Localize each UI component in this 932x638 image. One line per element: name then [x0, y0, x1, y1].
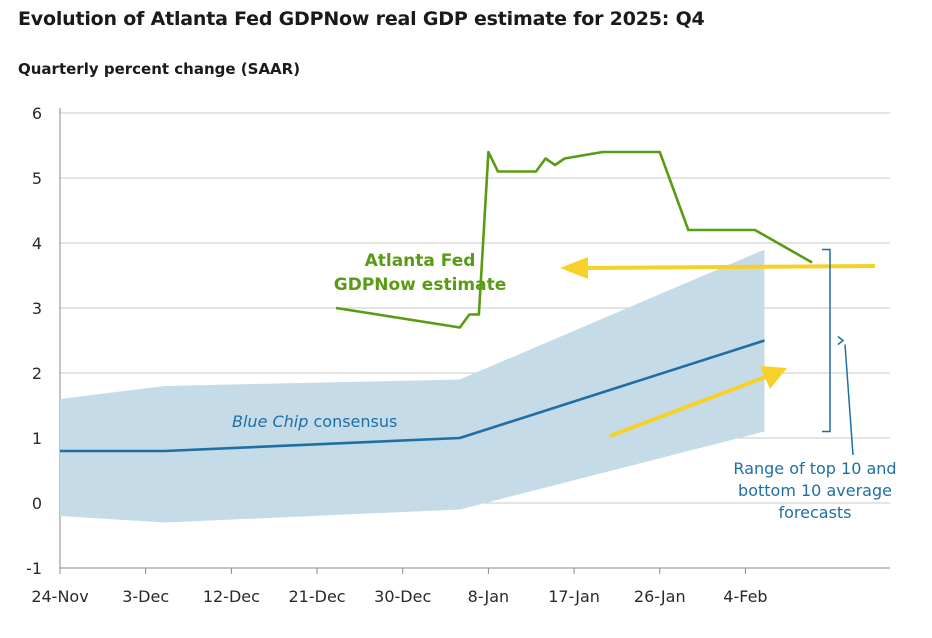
- arrow-upright-shaft: [609, 374, 769, 438]
- range-label-line2: bottom 10 average: [738, 481, 892, 500]
- annotations: Atlanta Fed GDPNow estimate Blue Chip co…: [232, 251, 897, 522]
- consensus-label-italic: Blue Chip: [232, 412, 308, 431]
- consensus-line: [60, 339, 765, 453]
- arrows-and-brackets: [560, 248, 876, 456]
- x-tick-label: 12-Dec: [203, 587, 260, 606]
- axis-ticks: -1 0 1 2 3 4 5 6 24-Nov 3-Dec 12-Dec 21-Dec 30-Dec 8-…: [26, 104, 768, 606]
- x-tick-label: 30-Dec: [374, 587, 431, 606]
- y-axis-label: Quarterly percent change (SAAR): [18, 60, 301, 78]
- series-lines: [60, 150, 813, 453]
- range-label-line3: forecasts: [778, 503, 851, 522]
- y-tick-label: 3: [32, 299, 42, 318]
- gdpnow-label-line1: Atlanta Fed: [365, 251, 476, 271]
- arrow-left-head: [560, 257, 588, 279]
- x-tick-label: 26-Jan: [634, 587, 686, 606]
- y-tick-label: 2: [32, 364, 42, 383]
- y-tick-label: 4: [32, 234, 42, 253]
- gdpnow-label-line2: GDPNow estimate: [334, 275, 507, 295]
- arrow-left-shaft: [584, 264, 876, 270]
- consensus-label: Blue Chip consensus: [232, 412, 397, 431]
- arrow-upright-head: [760, 366, 787, 389]
- consensus-end-bracket: [837, 335, 845, 346]
- x-tick-label: 8-Jan: [468, 587, 510, 606]
- x-tick-label: 24-Nov: [31, 587, 88, 606]
- chart-title: Evolution of Atlanta Fed GDPNow real GDP…: [18, 8, 705, 30]
- x-tick-label: 21-Dec: [288, 587, 345, 606]
- gdpnow-line: [335, 150, 813, 329]
- range-bracket: [822, 248, 831, 433]
- range-leader-line: [844, 344, 854, 456]
- forecast-range-area: [60, 249, 765, 523]
- x-tick-label: 17-Jan: [548, 587, 600, 606]
- x-tick-label: 4-Feb: [723, 587, 767, 606]
- y-tick-label: 0: [32, 494, 42, 513]
- y-tick-label: -1: [26, 559, 42, 578]
- consensus-label-rest: consensus: [308, 412, 397, 431]
- forecast-range-band: [60, 249, 765, 523]
- y-tick-label: 5: [32, 169, 42, 188]
- y-tick-label: 6: [32, 104, 42, 123]
- y-tick-label: 1: [32, 429, 42, 448]
- range-label-line1: Range of top 10 and: [733, 459, 896, 478]
- x-tick-label: 3-Dec: [122, 587, 169, 606]
